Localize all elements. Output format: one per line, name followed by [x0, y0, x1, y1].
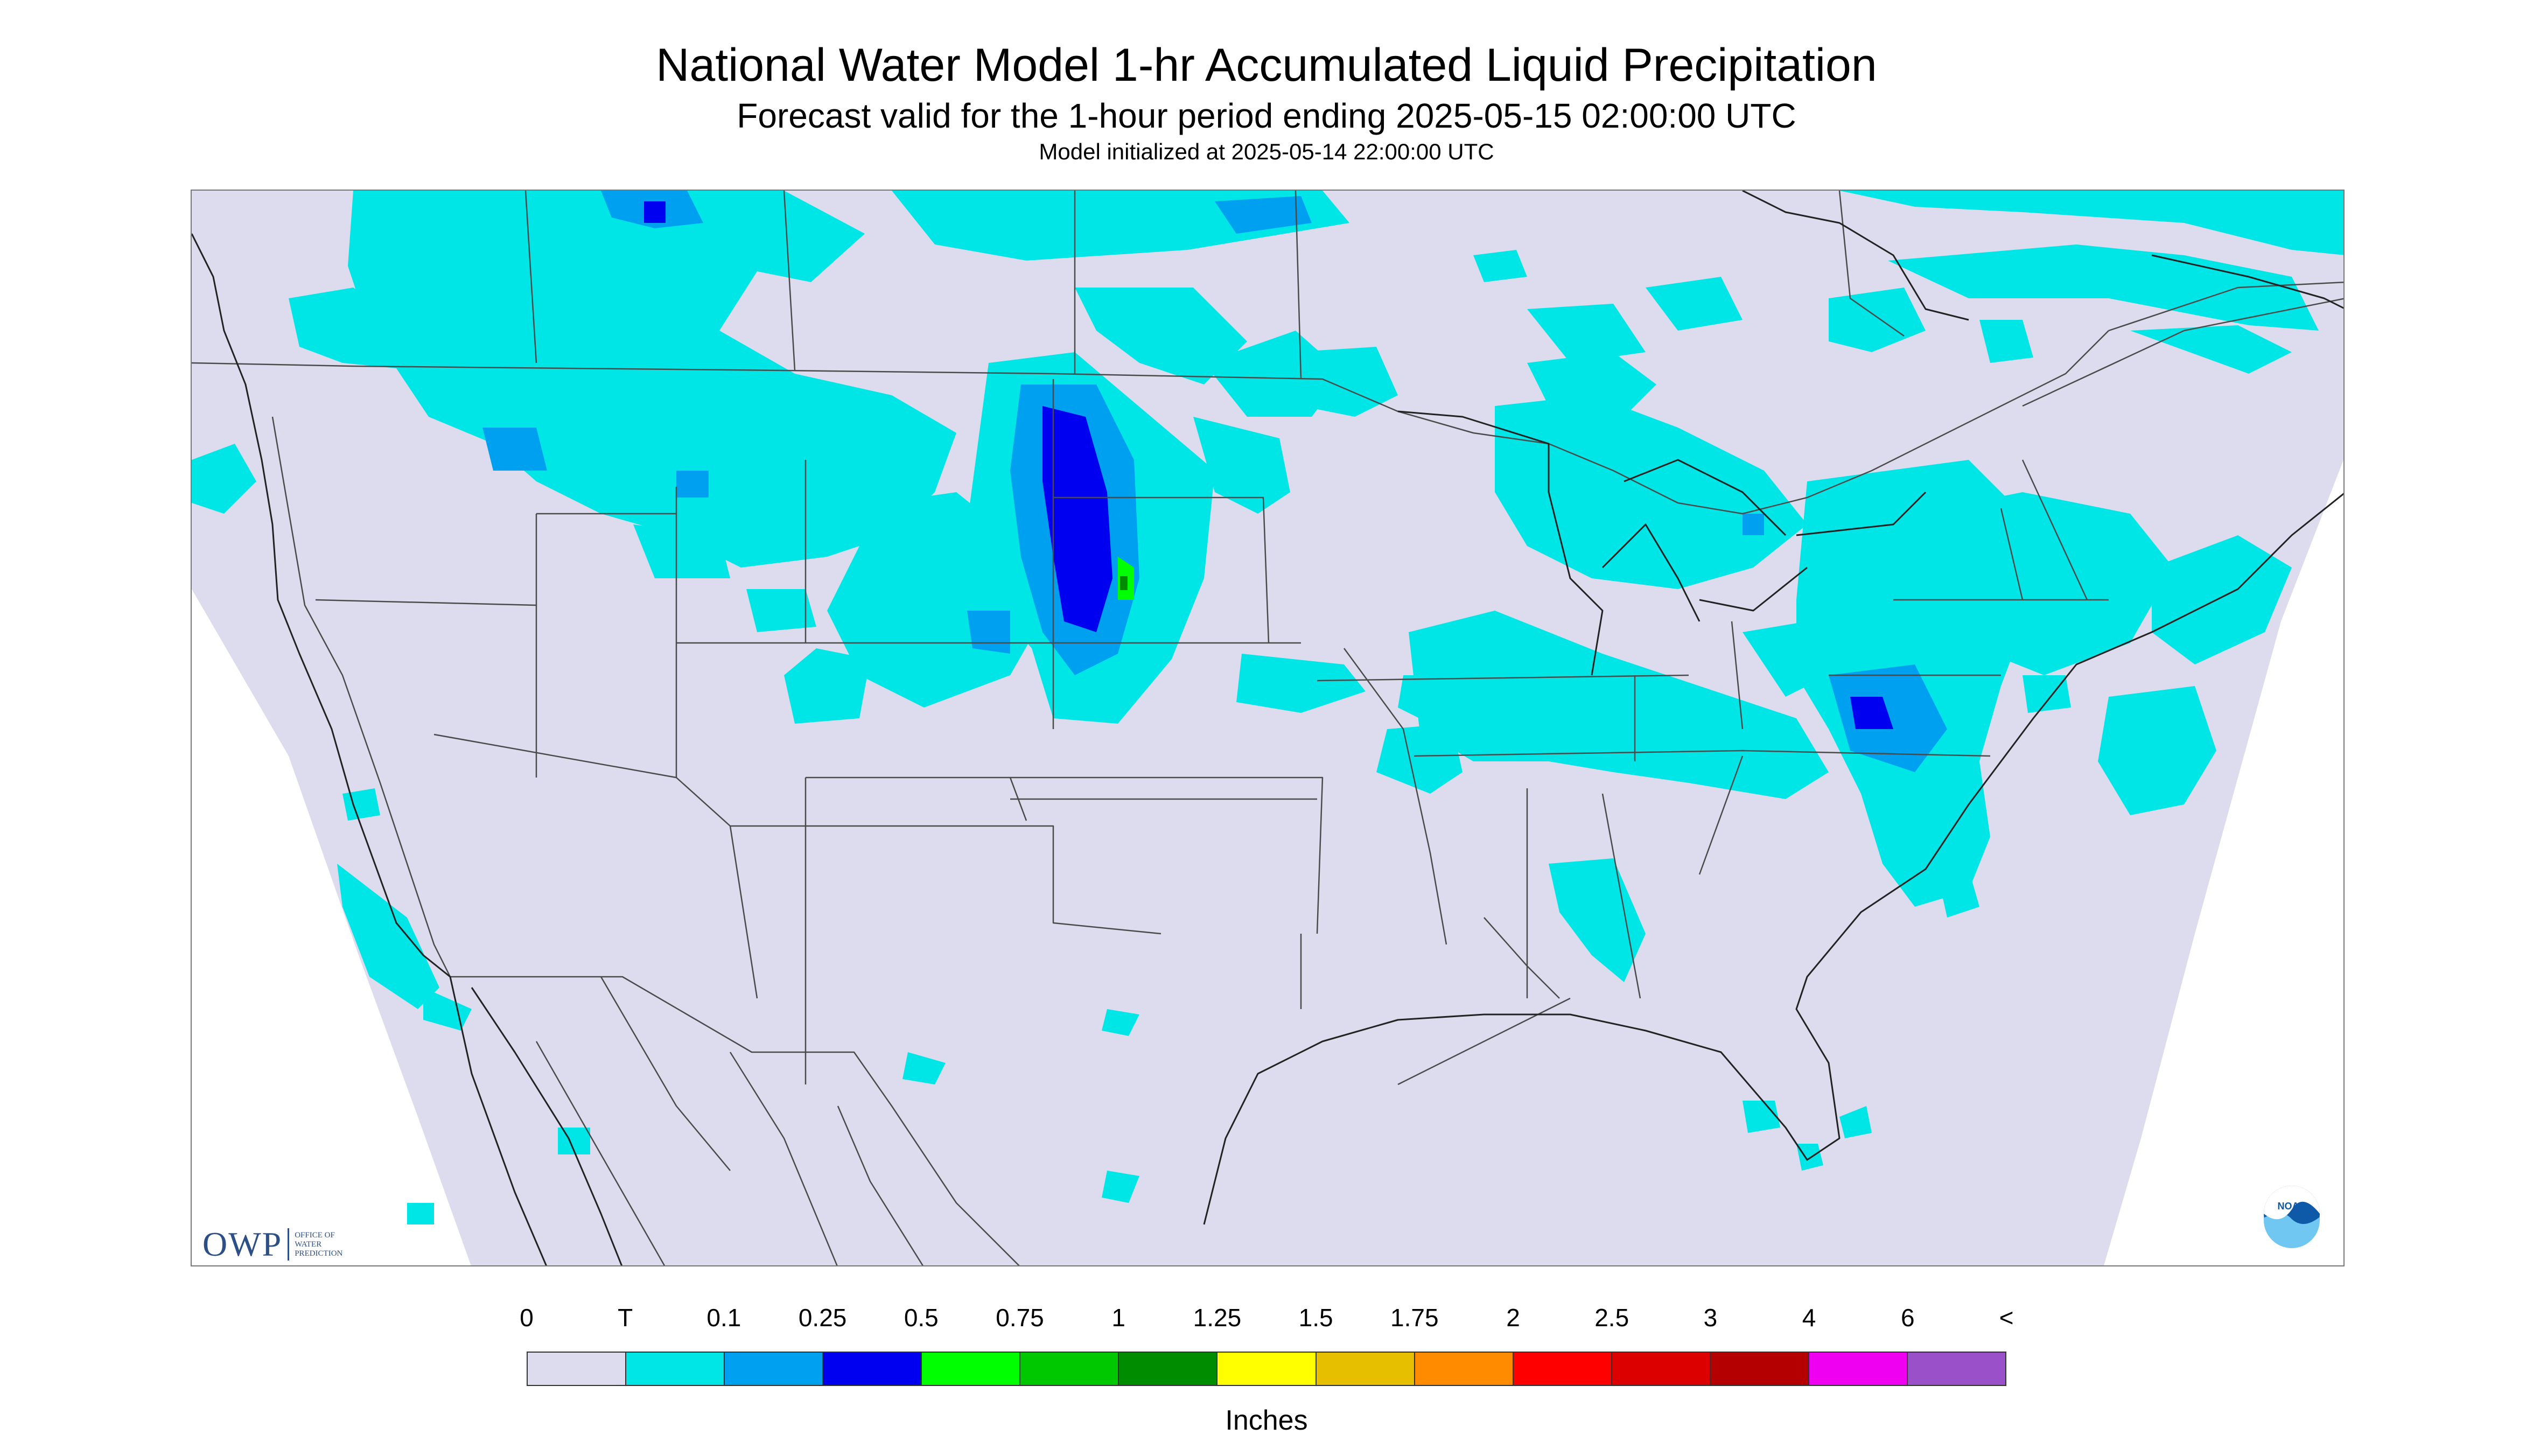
owp-wordmark: OWP	[202, 1225, 283, 1263]
noaa-wordmark: NOAA	[2278, 1201, 2306, 1212]
political-boundaries	[192, 191, 2343, 1265]
state-borders	[271, 379, 2109, 1086]
map-canvas: NOAA	[192, 191, 2343, 1265]
owp-fullname: OFFICE OF WATER PREDICTION	[295, 1230, 343, 1258]
legend-tick-label: 6	[1901, 1304, 1915, 1332]
legend-tick-label: 0.1	[706, 1304, 741, 1332]
legend-swatch-4	[922, 1353, 1021, 1385]
legend-tick-label: 2	[1506, 1304, 1520, 1332]
model-init-label: Model initialized at 2025-05-14 22:00:00…	[1039, 139, 1494, 164]
owp-logo: OWP OFFICE OF WATER PREDICTION	[202, 1224, 342, 1264]
noaa-icon: NOAA	[2264, 1186, 2320, 1248]
precip-band-0-25	[644, 201, 1893, 729]
us-canada-border	[192, 330, 2109, 515]
legend-swatch-14	[1907, 1353, 2005, 1385]
legend-tick-label: 0.5	[904, 1304, 939, 1332]
legend-swatch-9	[1415, 1353, 1514, 1385]
legend-swatch-0	[528, 1353, 627, 1385]
legend-tick-label: 1.5	[1298, 1304, 1333, 1332]
hudson-bay-coast	[1742, 191, 2343, 321]
legend-swatch-6	[1119, 1353, 1218, 1385]
map-subtitle: Forecast valid for the 1-hour period end…	[737, 96, 1796, 135]
legend-colorbar	[527, 1352, 2006, 1386]
coastlines	[192, 191, 2343, 1265]
precip-band-1	[1120, 576, 1128, 590]
legend-swatch-3	[823, 1353, 922, 1385]
legend-swatch-1	[626, 1353, 725, 1385]
legend-tick-label: 4	[1802, 1304, 1816, 1332]
legend-tick-label: 1	[1111, 1304, 1125, 1332]
legend-tick-label: 2.5	[1594, 1304, 1629, 1332]
legend-tick-label: T	[618, 1304, 633, 1332]
gulf-coast	[1203, 493, 2343, 1225]
precipitation-map: NOAA OWP OFFICE OF WATER PREDICTION	[191, 190, 2345, 1266]
legend-swatch-12	[1710, 1353, 1809, 1385]
legend-tick-label: 0	[520, 1304, 534, 1332]
legend-units: Inches	[1225, 1405, 1308, 1436]
legend-tick-label: 3	[1703, 1304, 1718, 1332]
legend-tick-label: <	[1999, 1304, 2014, 1332]
legend-swatch-13	[1809, 1353, 1908, 1385]
legend-swatch-8	[1316, 1353, 1415, 1385]
map-title: National Water Model 1-hr Accumulated Li…	[656, 39, 1877, 91]
precipitation-field	[192, 191, 2343, 1224]
pacific-coast	[192, 233, 547, 1265]
legend-tick-label: 1.25	[1193, 1304, 1242, 1332]
legend-tick-label: 1.75	[1390, 1304, 1439, 1332]
great-lakes	[1397, 410, 1927, 676]
canada-provinces	[524, 191, 2343, 407]
mexico-borders	[450, 976, 1020, 1265]
legend-tick-label: 0.75	[996, 1304, 1044, 1332]
legend-swatch-7	[1217, 1353, 1317, 1385]
owp-separator	[288, 1228, 290, 1261]
legend-swatch-11	[1612, 1353, 1711, 1385]
legend-swatch-2	[725, 1353, 824, 1385]
legend-swatch-5	[1020, 1353, 1119, 1385]
baja-coast	[471, 987, 623, 1265]
legend-swatch-10	[1513, 1353, 1612, 1385]
legend-tick-label: 0.25	[798, 1304, 847, 1332]
